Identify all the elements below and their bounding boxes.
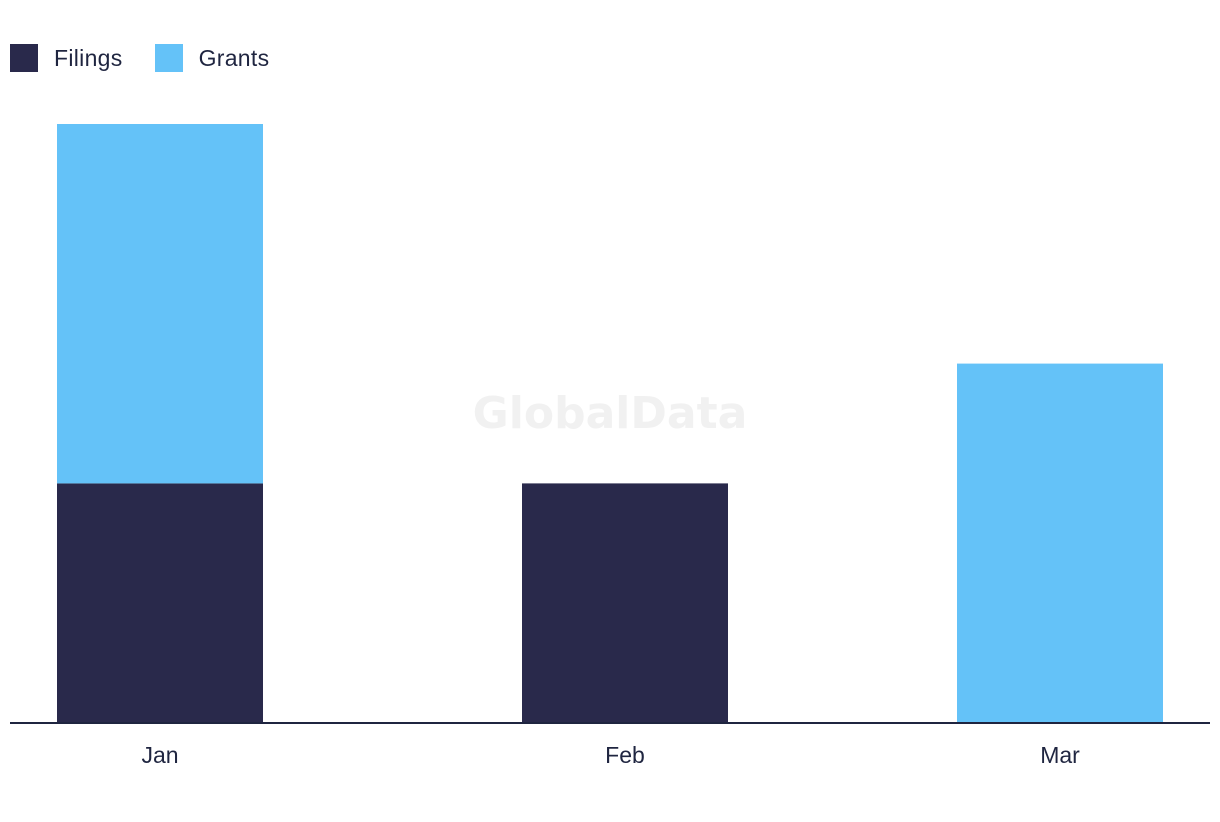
legend-swatch-grants <box>154 44 183 72</box>
x-tick-label-jan: Jan <box>141 742 178 768</box>
bar-filings-feb <box>522 483 728 723</box>
bar-grants-mar <box>957 363 1163 723</box>
bar-group <box>57 124 1163 723</box>
chart-legend: Filings Grants <box>10 44 269 72</box>
legend-item-filings: Filings <box>10 44 123 72</box>
x-tick-label-mar: Mar <box>1040 742 1080 768</box>
watermark: GlobalData <box>473 388 748 439</box>
bar-filings-jan <box>57 483 263 723</box>
bar-grants-jan <box>57 124 263 484</box>
legend-item-grants: Grants <box>154 44 270 72</box>
legend-swatch-filings <box>10 44 38 72</box>
x-axis-ticks: Jan Feb Mar <box>141 742 1080 768</box>
legend-label-filings: Filings <box>54 44 123 71</box>
x-tick-label-feb: Feb <box>605 742 645 768</box>
legend-label-grants: Grants <box>198 44 270 71</box>
